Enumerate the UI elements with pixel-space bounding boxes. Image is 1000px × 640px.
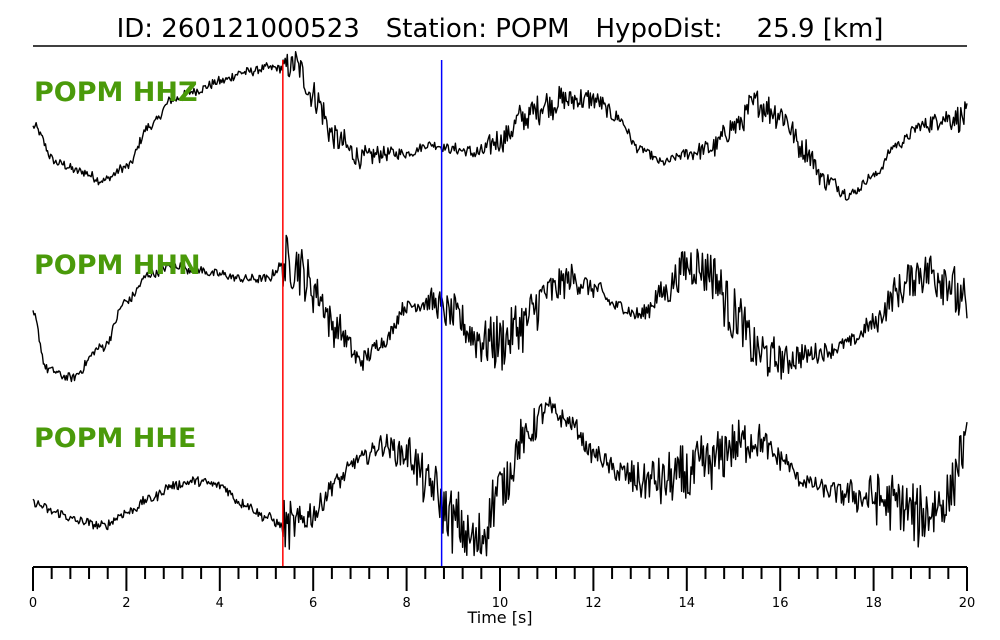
trace-line-3 bbox=[32, 396, 968, 557]
trace-label-hhz: POPM HHZ bbox=[34, 77, 198, 108]
tick-label: 10 bbox=[492, 596, 509, 611]
trace-label-hhe: POPM HHE bbox=[34, 423, 196, 454]
event-id: ID: 260121000523 bbox=[117, 14, 360, 44]
hypodist-label: HypoDist: bbox=[596, 14, 723, 44]
x-axis-title: Time [s] bbox=[466, 608, 532, 627]
tick-label: 12 bbox=[585, 596, 602, 611]
chart-title: ID: 260121000523 Station: POPM HypoDist: 25… bbox=[117, 14, 884, 44]
tick-label: 16 bbox=[772, 596, 789, 611]
tick-label: 6 bbox=[309, 596, 317, 611]
trace-line-2 bbox=[32, 234, 968, 383]
time-axis: 0 2 4 6 8 10 12 14 16 18 20 bbox=[29, 566, 976, 611]
tick-label: 14 bbox=[679, 596, 696, 611]
tick-label: 0 bbox=[29, 596, 37, 611]
trace-line-1 bbox=[32, 51, 968, 201]
tick-label: 18 bbox=[865, 596, 882, 611]
tick-label: 4 bbox=[216, 596, 224, 611]
station-name: Station: POPM bbox=[386, 14, 570, 44]
phase-markers bbox=[282, 60, 443, 567]
hypodist-value: 25.9 [km] bbox=[757, 14, 884, 44]
tick-label: 8 bbox=[402, 596, 410, 611]
traces bbox=[32, 51, 968, 557]
tick-label: 2 bbox=[122, 596, 130, 611]
tick-label: 20 bbox=[959, 596, 976, 611]
trace-label-hhn: POPM HHN bbox=[34, 250, 201, 281]
